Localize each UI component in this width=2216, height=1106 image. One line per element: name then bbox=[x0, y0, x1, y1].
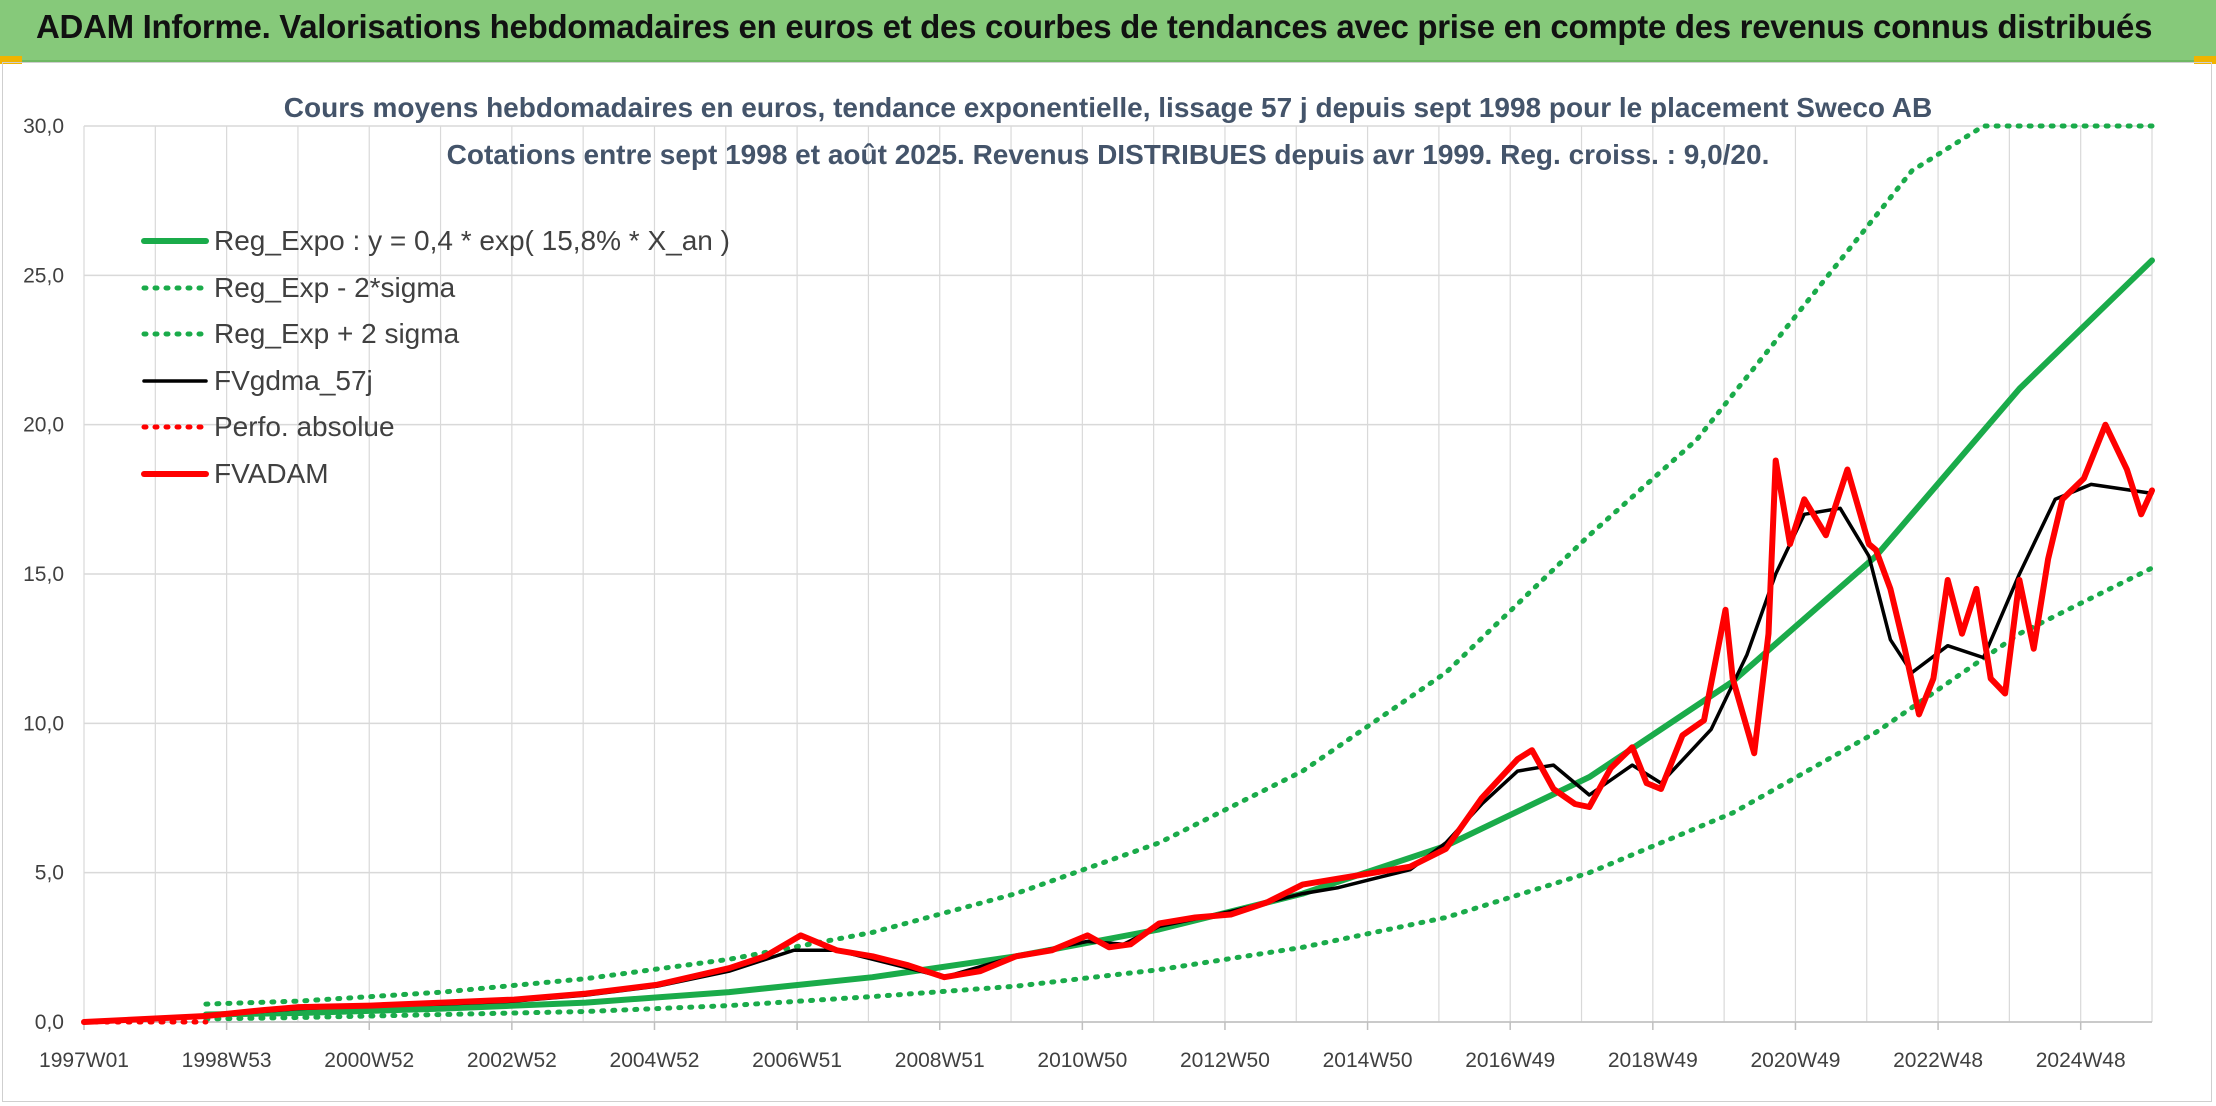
x-tick-label: 1997W01 bbox=[39, 1049, 129, 1072]
y-tick-label: 20,0 bbox=[23, 414, 64, 437]
legend-item: FVgdma_57j bbox=[140, 358, 730, 405]
x-tick-label: 2000W52 bbox=[324, 1049, 414, 1072]
legend-item: FVADAM bbox=[140, 451, 730, 498]
y-tick-label: 15,0 bbox=[23, 563, 64, 586]
x-tick-label: 2012W50 bbox=[1180, 1049, 1270, 1072]
x-tick-label: 2008W51 bbox=[895, 1049, 985, 1072]
legend-swatch bbox=[142, 379, 208, 383]
legend-item: Reg_Exp + 2 sigma bbox=[140, 311, 730, 358]
chart-legend: Reg_Expo : y = 0,4 * exp( 15,8% * X_an )… bbox=[140, 218, 730, 497]
chart-frame bbox=[2, 62, 2212, 1102]
x-tick-label: 2014W50 bbox=[1323, 1049, 1413, 1072]
legend-item: Reg_Expo : y = 0,4 * exp( 15,8% * X_an ) bbox=[140, 218, 730, 265]
legend-item: Perfo. absolue bbox=[140, 404, 730, 451]
legend-label: FVgdma_57j bbox=[214, 364, 373, 396]
x-tick-label: 2018W49 bbox=[1608, 1049, 1698, 1072]
legend-swatch bbox=[141, 424, 209, 430]
legend-label: Reg_Exp + 2 sigma bbox=[214, 318, 460, 350]
x-tick-label: 2024W48 bbox=[2036, 1049, 2126, 1072]
legend-swatch bbox=[141, 238, 209, 245]
series-line-1 bbox=[203, 565, 2155, 1022]
y-tick-label: 10,0 bbox=[23, 712, 64, 735]
series-line-2 bbox=[203, 123, 2155, 1007]
x-tick-label: 2010W50 bbox=[1037, 1049, 1127, 1072]
series-line-3 bbox=[82, 482, 2154, 1024]
x-tick-label: 2022W48 bbox=[1893, 1049, 1983, 1072]
chart-subtitle: Cotations entre sept 1998 et août 2025. … bbox=[446, 139, 1770, 170]
y-tick-label: 5,0 bbox=[35, 862, 64, 885]
report-title: ADAM Informe. Valorisations hebdomadaire… bbox=[36, 8, 2153, 45]
left-corner-accent bbox=[0, 56, 22, 64]
legend-swatch bbox=[141, 331, 209, 337]
legend-label: FVADAM bbox=[214, 457, 329, 489]
chart-title: Cours moyens hebdomadaires en euros, ten… bbox=[283, 92, 1933, 123]
y-tick-label: 0,0 bbox=[35, 1011, 64, 1034]
y-tick-label: 25,0 bbox=[23, 264, 64, 287]
series-line-5 bbox=[81, 421, 2155, 1025]
legend-swatch bbox=[141, 470, 209, 477]
legend-swatch bbox=[141, 285, 209, 291]
legend-label: Perfo. absolue bbox=[214, 411, 395, 443]
legend-label: Reg_Exp - 2*sigma bbox=[214, 271, 456, 303]
report-header: ADAM Informe. Valorisations hebdomadaire… bbox=[0, 0, 2216, 62]
x-tick-label: 2020W49 bbox=[1750, 1049, 1840, 1072]
series-line-0 bbox=[202, 257, 2155, 1018]
legend-item: Reg_Exp - 2*sigma bbox=[140, 265, 730, 312]
x-tick-label: 2006W51 bbox=[752, 1049, 842, 1072]
x-tick-label: 2016W49 bbox=[1465, 1049, 1555, 1072]
legend-label: Reg_Expo : y = 0,4 * exp( 15,8% * X_an ) bbox=[214, 225, 730, 257]
x-tick-label: 2004W52 bbox=[610, 1049, 700, 1072]
x-tick-label: 2002W52 bbox=[467, 1049, 557, 1072]
right-corner-accent bbox=[2194, 56, 2216, 64]
y-tick-label: 30,0 bbox=[23, 115, 64, 138]
x-tick-label: 1998W53 bbox=[182, 1049, 272, 1072]
